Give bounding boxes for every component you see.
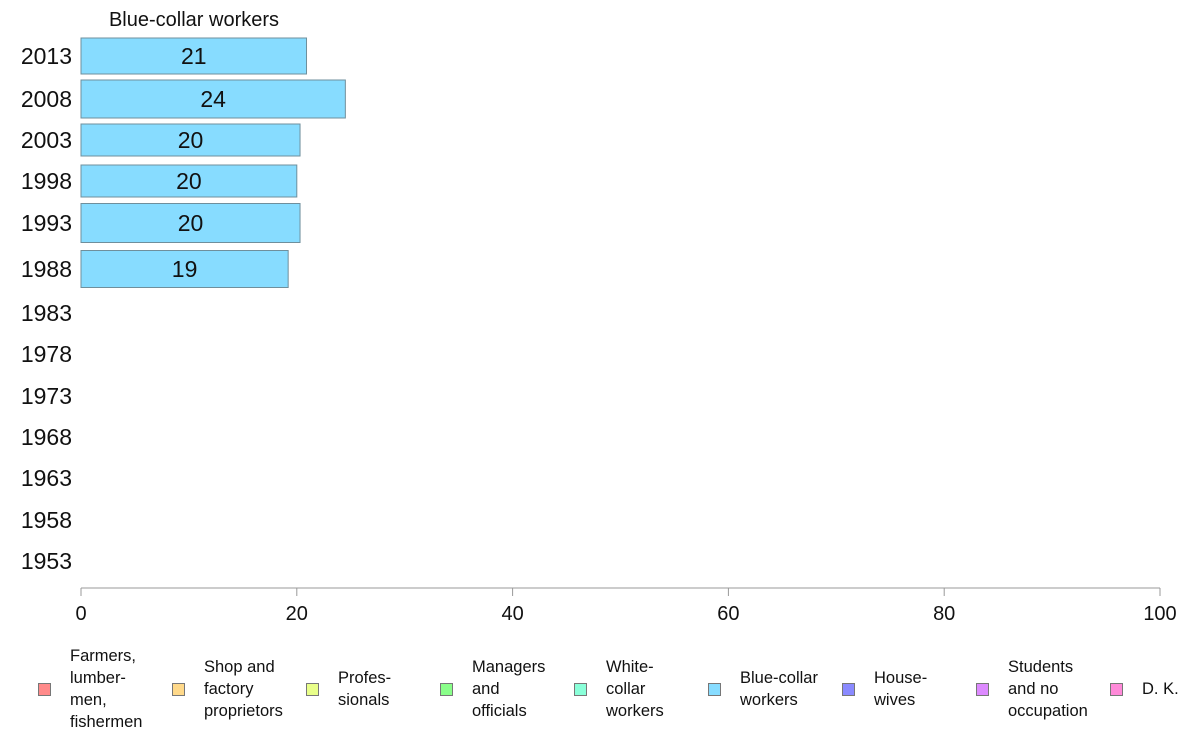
bar-value-label: 19	[172, 256, 198, 282]
year-label: 1993	[21, 210, 72, 236]
legend-item: White- collar workers	[574, 646, 664, 732]
legend-swatch	[172, 682, 185, 696]
year-label: 1963	[21, 465, 72, 491]
bars-layer: 21 24 20 20 20 19	[80, 37, 346, 288]
bar-1998	[80, 164, 298, 198]
legend-item: Shop and factory proprietors	[172, 646, 283, 732]
legend-swatch	[38, 682, 51, 696]
legend-item: Blue-collar workers	[708, 646, 818, 732]
x-tick-label: 40	[501, 603, 523, 625]
legend-item: Farmers, lumber- men, fishermen	[38, 646, 142, 732]
x-tick-label: 20	[286, 603, 308, 625]
legend-swatch	[440, 682, 453, 696]
legend-item: D. K.	[1110, 646, 1179, 732]
chart-title: Blue-collar workers	[109, 9, 279, 31]
legend-item: House- wives	[842, 646, 927, 732]
year-label: 1998	[21, 168, 72, 194]
legend-label: White- collar workers	[606, 658, 664, 720]
legend-swatch	[842, 682, 855, 696]
x-tick-label: 0	[75, 603, 86, 625]
bar-2013	[80, 37, 308, 75]
year-label: 1988	[21, 256, 72, 282]
year-label: 2013	[21, 43, 72, 69]
legend-item: Profes- sionals	[306, 646, 391, 732]
bar-value-label: 21	[181, 43, 207, 69]
year-label: 2003	[21, 127, 72, 153]
year-label: 1968	[21, 424, 72, 450]
legend-label: Profes- sionals	[338, 669, 392, 709]
legend-swatch	[976, 682, 989, 696]
legend-swatch	[574, 682, 587, 696]
legend-label: Blue-collar workers	[740, 669, 818, 709]
legend-label: Shop and factory proprietors	[204, 658, 283, 720]
legend-label: Farmers, lumber- men, fishermen	[70, 647, 143, 731]
legend-label: House- wives	[874, 669, 928, 709]
year-label: 1973	[21, 383, 72, 409]
bar-2003	[80, 123, 301, 157]
x-tick-label: 100	[1143, 603, 1176, 625]
year-label: 1983	[21, 300, 72, 326]
x-tick-label: 80	[933, 603, 955, 625]
bar-value-label: 20	[176, 168, 202, 194]
legend-label: Students and no occupation	[1008, 658, 1088, 720]
x-axis: 0 20 40 60 80 100	[75, 587, 1177, 625]
legend-label: D. K.	[1142, 680, 1179, 698]
year-label: 1953	[21, 548, 72, 574]
legend: Farmers, lumber- men, fishermen Shop and …	[38, 646, 1186, 732]
bar-1993	[80, 203, 301, 243]
legend-label: Managers and officials	[472, 658, 546, 720]
bar-2008	[80, 79, 346, 119]
legend-item: Students and no occupation	[976, 646, 1088, 732]
legend-swatch	[1110, 682, 1123, 696]
year-label: 2008	[21, 86, 72, 112]
year-label: 1958	[21, 507, 72, 533]
year-label: 1978	[21, 341, 72, 367]
bar-value-label: 20	[178, 127, 204, 153]
year-labels: 2013 2008 2003 1998 1993 1988 1983 1978 1973 1968…	[21, 43, 72, 574]
bar-value-label: 20	[178, 210, 204, 236]
bar-1988	[80, 250, 289, 288]
legend-swatch	[708, 682, 721, 696]
legend-swatch	[306, 682, 319, 696]
x-tick-label: 60	[717, 603, 739, 625]
bar-value-label: 24	[200, 86, 226, 112]
legend-item: Managers and officials	[440, 646, 545, 732]
